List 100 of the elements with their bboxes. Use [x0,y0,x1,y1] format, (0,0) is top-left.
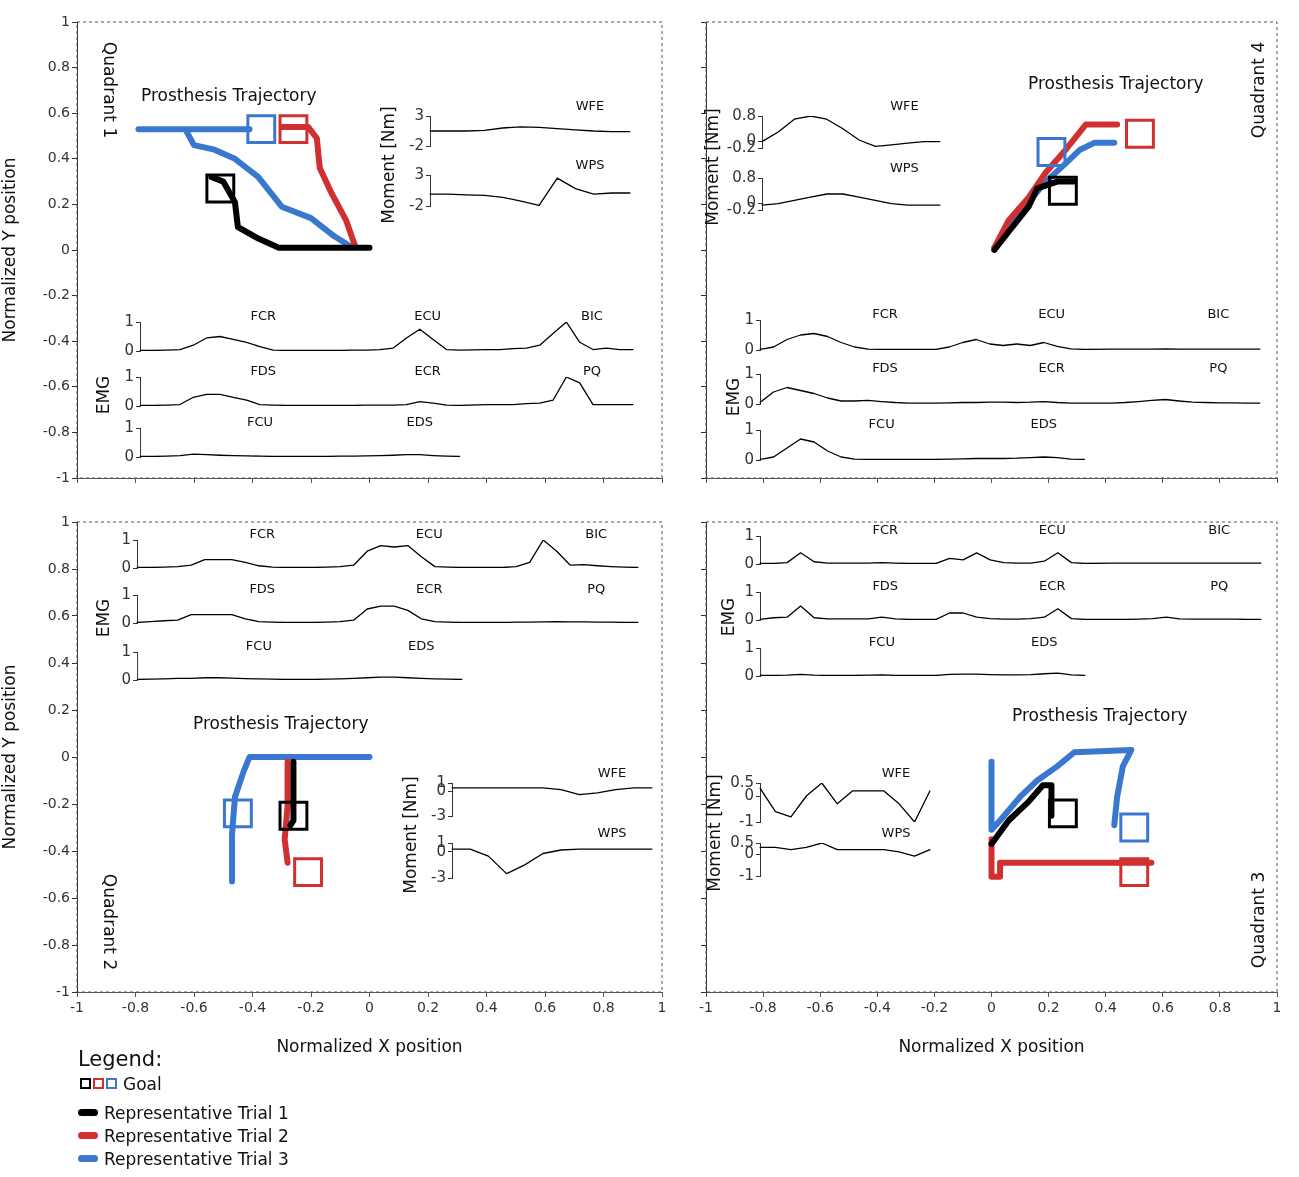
annotation: ECR [1038,360,1065,376]
x-tick-label: -0.2 [297,999,325,1016]
annotation: PQ [587,581,606,597]
y-tick-label: 1 [61,512,70,529]
annotation: Quadrant 2 [100,873,120,971]
y-tick-label: 1 [744,525,754,544]
y-tick-label: 1 [744,637,755,656]
y-tick-label: 0 [61,747,70,764]
chart-title: WPS [881,825,911,841]
annotation: BIC [1207,306,1230,322]
y-tick-label: -2 [409,195,424,214]
annotation: Prosthesis Trajectory [1012,705,1188,725]
chart-title: WPS [597,825,627,841]
annotation: EMG [723,377,743,417]
x-tick-label: 0.4 [475,999,498,1016]
y-tick-label: -0.4 [42,331,71,348]
annotation: ECU [415,526,443,542]
legend-label: Representative Trial 1 [104,1102,289,1123]
y-tick-label: 0.2 [47,700,70,717]
chart-title: WPS [575,157,605,173]
y-tick-label: -0.8 [42,423,70,440]
annotation: Quadrant 3 [1248,871,1268,969]
annotation: EDS [1030,416,1058,432]
x-tick-label: 0.6 [533,999,557,1016]
x-tick-label: 0.4 [1094,999,1117,1016]
y-tick-label: 0.8 [732,167,756,186]
y-tick-label: -1 [739,865,754,884]
chart-title: WFE [890,98,919,114]
x-tick-label: 0.8 [1208,999,1232,1016]
annotation: Quadrant 1 [100,41,120,139]
y-tick-label: -0.8 [42,935,70,952]
annotation: FCU [245,638,272,654]
annotation: FCU [868,634,895,650]
y-tick-label: -0.6 [42,888,71,905]
annotation: Quadrant 4 [1248,41,1268,139]
y-tick-label: 1 [121,529,131,548]
annotation: PQ [1209,360,1228,376]
legend-label: Representative Trial 3 [104,1148,289,1169]
x-tick-label: 0 [365,999,374,1016]
x-tick-label: -0.6 [180,999,208,1016]
annotation: BIC [1208,522,1231,538]
x-tick-label: -0.4 [863,999,892,1016]
y-tick-label: 0.6 [47,606,71,623]
x-tick-label: 0.2 [1037,999,1060,1016]
legend-label: Goal [123,1073,162,1094]
y-tick-label: -1 [739,811,754,830]
y-tick-label: -3 [431,867,446,886]
y-tick-label: 0 [124,395,134,414]
y-tick-label: 1 [61,12,70,29]
x-tick-label: -0.4 [238,999,267,1016]
y-axis-title: Normalized Y position [0,157,19,343]
annotation: EDS [406,414,434,430]
annotation: Moment [Nm] [400,776,420,894]
y-tick-label: 3 [414,164,424,183]
y-tick-label: 0 [744,553,754,572]
y-tick-label: 0.8 [47,559,70,576]
annotation: FCR [249,526,276,542]
y-tick-label: 0 [744,609,754,628]
y-tick-label: -0.2 [42,794,70,811]
y-tick-label: -3 [431,805,446,824]
point [278,800,309,831]
annotation: FCR [872,306,898,322]
y-tick-label: -2 [409,135,424,154]
y-tick-label: 1 [744,581,754,600]
y-tick-label: -1 [56,468,70,485]
chart-title: WFE [575,98,605,114]
x-tick-label: 1 [1272,999,1282,1016]
annotation: FCR [250,308,277,324]
annotation: Prosthesis Trajectory [141,85,317,105]
annotation: BIC [585,526,608,542]
y-tick-label: 0 [744,339,754,358]
y-tick-label: 0.6 [47,103,71,120]
annotation: ECR [414,363,441,379]
chart-title: WFE [881,765,911,781]
y-tick-label: 1 [744,309,754,328]
annotation: ECU [1038,306,1066,322]
x-tick-label: 1 [657,999,667,1016]
chart-title: WPS [889,160,919,176]
y-tick-label: 1 [124,366,134,385]
annotation: FDS [250,363,277,379]
annotation: FCU [246,414,274,430]
annotation: ECR [416,581,443,597]
y-tick-label: 0 [121,669,132,688]
y-tick-label: -1 [56,982,70,999]
y-tick-label: 0 [124,340,134,359]
y-tick-label: 0.8 [732,105,756,124]
annotation: PQ [1210,578,1229,594]
x-tick-label: -0.2 [920,999,949,1016]
x-tick-label: 0.6 [1151,999,1175,1016]
y-tick-label: 0.4 [47,653,71,670]
y-tick-label: 0 [121,557,131,576]
x-tick-label: -0.6 [806,999,834,1016]
y-tick-label: 1 [744,419,755,438]
annotation: Moment [Nm] [702,108,722,226]
x-tick-label: 0 [987,999,996,1016]
annotation: FCU [868,416,895,432]
annotation: ECU [1038,522,1066,538]
point [293,857,324,888]
annotation: Prosthesis Trajectory [193,713,369,733]
annotation: Prosthesis Trajectory [1028,73,1204,93]
